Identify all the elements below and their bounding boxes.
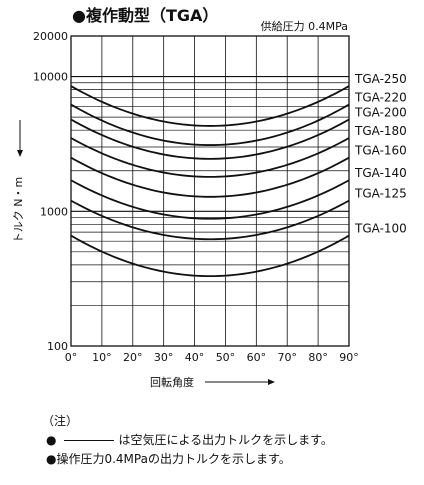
y-axis-arrow bbox=[17, 120, 23, 157]
x-tick-label: 80° bbox=[308, 351, 328, 364]
x-tick-label: 30° bbox=[154, 351, 174, 364]
y-tick-label: 20000 bbox=[33, 30, 68, 43]
x-tick-labels: 0° 10° 20° 30° 40° 50° 60° 70° 80° 90° bbox=[65, 351, 359, 364]
curves bbox=[70, 85, 350, 278]
series-curve-tga-220 bbox=[70, 103, 350, 146]
y-axis-label: トルク N・m bbox=[12, 177, 25, 243]
series-curve-tga-100 bbox=[70, 234, 350, 278]
note-line-1: ● は空気圧による出力トルクを示します。 bbox=[46, 433, 333, 447]
series-label: TGA-180 bbox=[354, 124, 407, 138]
series-label: TGA-160 bbox=[354, 144, 407, 158]
y-tick-label: 10000 bbox=[33, 71, 68, 84]
series-curve-tga-140 bbox=[70, 179, 350, 220]
y-tick-labels: 100 1000 10000 20000 bbox=[33, 30, 68, 353]
grid bbox=[70, 35, 350, 347]
x-tick-label: 10° bbox=[92, 351, 112, 364]
note-line-1-text: は空気圧による出力トルクを示します。 bbox=[118, 433, 333, 447]
supply-pressure-label: 供給圧力 0.4MPa bbox=[261, 19, 348, 33]
x-axis-label: 回転角度 bbox=[150, 375, 194, 389]
x-tick-label: 20° bbox=[123, 351, 143, 364]
x-tick-label: 40° bbox=[185, 351, 205, 364]
y-tick-label: 1000 bbox=[40, 205, 68, 218]
series-label: TGA-250 bbox=[354, 72, 407, 86]
series-label: TGA-140 bbox=[354, 166, 407, 180]
note-line-2: ●操作圧力0.4MPaの出力トルクを示します。 bbox=[46, 452, 291, 466]
x-tick-label: 60° bbox=[247, 351, 267, 364]
series-curve-tga-250 bbox=[70, 85, 350, 127]
x-tick-label: 90° bbox=[339, 351, 359, 364]
notes-heading: （注） bbox=[42, 414, 79, 428]
note-bullet: ● bbox=[46, 433, 57, 447]
x-tick-label: 50° bbox=[216, 351, 236, 364]
legend-line-sample bbox=[64, 440, 115, 441]
series-curve-tga-200 bbox=[70, 118, 350, 160]
series-label: TGA-100 bbox=[354, 222, 407, 236]
series-label: TGA-200 bbox=[354, 105, 407, 119]
x-tick-label: 70° bbox=[277, 351, 297, 364]
series-label: TGA-125 bbox=[354, 187, 407, 201]
plot-frame bbox=[70, 35, 350, 347]
series-curve-tga-180 bbox=[70, 137, 350, 178]
x-axis-arrow bbox=[205, 379, 275, 385]
series-label: TGA-220 bbox=[354, 91, 407, 105]
series-curve-tga-160 bbox=[70, 156, 350, 198]
x-tick-label: 0° bbox=[65, 351, 78, 364]
series-curve-tga-125 bbox=[70, 199, 350, 241]
chart-title: ●複作動型（TGA） bbox=[72, 6, 218, 25]
y-tick-label: 100 bbox=[47, 340, 68, 353]
